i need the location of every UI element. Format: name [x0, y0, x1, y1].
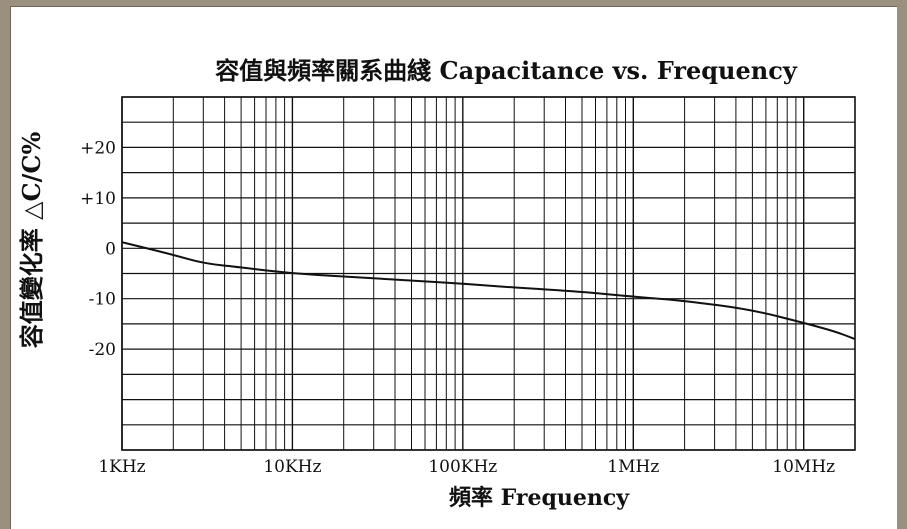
y-tick-label: +20: [80, 138, 116, 158]
x-tick-label: 10KHz: [263, 457, 321, 477]
x-tick-label: 100KHz: [428, 457, 497, 477]
chart-panel: [10, 6, 897, 529]
x-tick-label: 10MHz: [772, 457, 835, 477]
y-axis-label: 容值變化率 △C/C%: [17, 132, 46, 349]
plot-grid: [121, 96, 856, 451]
y-tick-label: -20: [89, 340, 116, 360]
x-tick-label: 1MHz: [607, 457, 659, 477]
y-tick-label: 0: [105, 239, 116, 259]
y-tick-label: -10: [89, 290, 116, 310]
x-axis-label: 頻率 Frequency: [449, 485, 630, 511]
series-line: [121, 241, 856, 341]
x-tick-label: 1KHz: [98, 457, 145, 477]
chart-title: 容值與頻率關系曲綫 Capacitance vs. Frequency: [215, 56, 798, 85]
x-tick-labels: 1KHz 10KHz 100KHz 1MHz 10MHz: [98, 457, 835, 477]
plot-border: [121, 96, 856, 451]
y-tick-label: +10: [80, 189, 116, 209]
y-tick-labels: +20 +10 0 -10 -20: [80, 138, 116, 360]
